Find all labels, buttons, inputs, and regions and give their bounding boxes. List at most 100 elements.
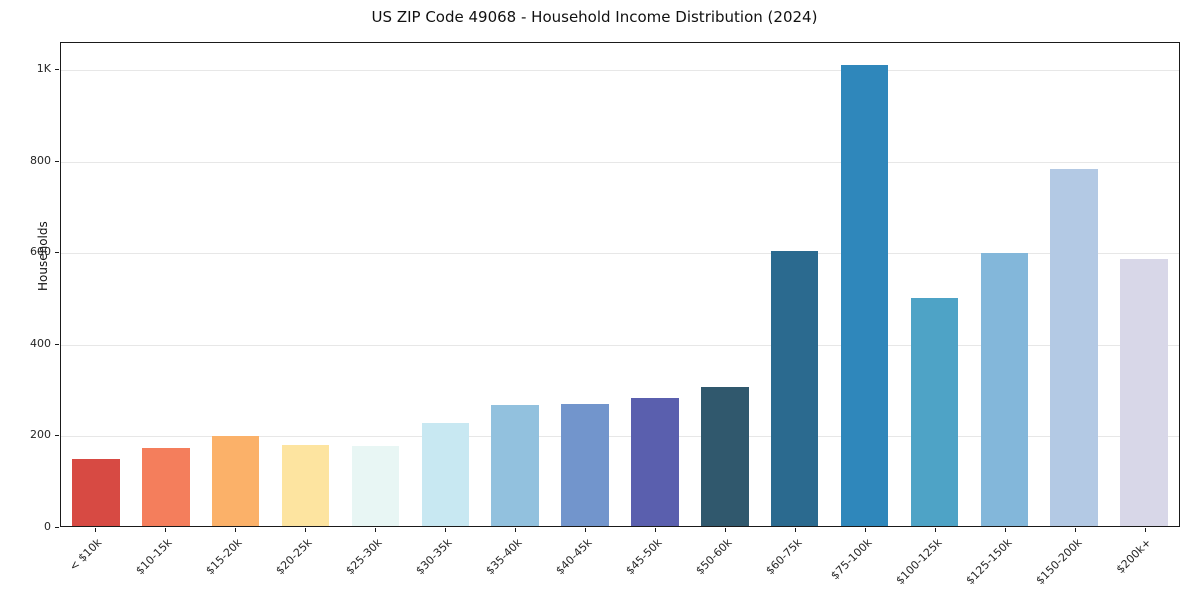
bar--30-35k <box>421 422 470 526</box>
x-tick-label: $100-125k <box>893 536 945 588</box>
y-tick-mark <box>55 252 59 254</box>
bar-slot <box>900 43 970 526</box>
x-tick-mark <box>165 528 166 532</box>
bar-slot <box>620 43 690 526</box>
x-tick-label: $125-150k <box>963 536 1015 588</box>
bar--25-30k <box>351 445 400 526</box>
x-tick-label: $35-40k <box>482 536 525 578</box>
x-tick-label: $200k+ <box>1114 536 1155 577</box>
bar--125-150k <box>980 252 1029 526</box>
y-tick-label: 800 <box>30 153 51 167</box>
x-label-slot: $30-35k <box>410 533 480 589</box>
gridline <box>61 253 1179 255</box>
bar-slot <box>1039 43 1109 526</box>
bar-slot <box>550 43 620 526</box>
x-tick-mark <box>375 528 376 532</box>
x-label-slot: $60-75k <box>760 533 830 589</box>
bar-slot <box>969 43 1039 526</box>
bar--10-15k <box>142 448 190 526</box>
bar-slot <box>410 43 480 526</box>
y-tick-mark <box>55 527 59 528</box>
x-tick-label: $75-100k <box>827 536 875 583</box>
bar-slot <box>201 43 271 526</box>
x-label-slot: $125-150k <box>963 533 1040 589</box>
bar--40-45k <box>561 404 609 526</box>
x-label-slot: $50-60k <box>690 533 760 589</box>
bar--45-50k <box>631 397 679 526</box>
x-tick-label: $40-45k <box>552 536 595 578</box>
y-tick-label: 600 <box>30 245 51 259</box>
plot-area <box>60 42 1180 527</box>
x-label-slot: $10-15k <box>130 533 200 589</box>
x-tick-label: $10-15k <box>132 536 175 578</box>
bar-slot <box>61 43 131 526</box>
y-tick-mark <box>55 69 59 71</box>
x-label-slot: $15-20k <box>200 533 270 589</box>
y-tick-label: 400 <box>30 336 51 350</box>
y-tick-label: 0 <box>44 520 51 533</box>
x-axis-ticks <box>60 527 1180 533</box>
x-tick-mark <box>725 528 726 532</box>
bar-slot <box>1109 43 1179 526</box>
x-label-slot: $150-200k <box>1033 533 1110 589</box>
bar-slot <box>480 43 550 526</box>
x-tick-mark <box>1145 528 1146 532</box>
bar-slot <box>271 43 341 526</box>
y-tick-label: 1K <box>36 62 51 76</box>
bar-slot <box>830 43 900 526</box>
x-tick-mark <box>655 528 656 532</box>
gridline <box>61 344 1179 346</box>
bar-slot <box>690 43 760 526</box>
x-label-slot: $200k+ <box>1110 533 1180 589</box>
bar--15-20k <box>211 436 260 526</box>
x-tick-mark <box>1005 528 1006 532</box>
x-tick-label: $25-30k <box>342 536 385 578</box>
x-tick-mark <box>445 528 446 532</box>
bar--200k- <box>1120 258 1168 526</box>
x-tick-label: $60-75k <box>762 536 805 578</box>
x-tick-mark <box>235 528 236 532</box>
x-label-slot: $45-50k <box>620 533 690 589</box>
x-label-slot: $25-30k <box>340 533 410 589</box>
bar-slot <box>341 43 411 526</box>
y-tick-mark <box>55 160 59 162</box>
x-label-slot: $20-25k <box>270 533 340 589</box>
bar--10k <box>72 458 120 526</box>
bar-slot <box>131 43 201 526</box>
x-tick-mark <box>585 528 586 532</box>
x-tick-label: < $10k <box>66 536 105 574</box>
x-label-slot: $35-40k <box>480 533 550 589</box>
bar--60-75k <box>770 250 819 526</box>
gridline <box>61 70 1179 72</box>
bar-slot <box>760 43 830 526</box>
x-label-slot: $40-45k <box>550 533 620 589</box>
gridline <box>61 161 1179 163</box>
bar--35-40k <box>491 405 539 526</box>
bar--50-60k <box>701 386 749 526</box>
y-tick-mark <box>55 343 59 345</box>
x-label-slot: $100-125k <box>893 533 970 589</box>
x-tick-mark <box>865 528 866 532</box>
x-tick-label: $50-60k <box>692 536 735 578</box>
x-axis-labels: < $10k $10-15k $15-20k $20-25k $25-30k $30-35… <box>60 533 1180 589</box>
x-tick-mark <box>1075 528 1076 532</box>
y-tick-mark <box>55 435 59 437</box>
bar--100-125k <box>910 298 959 526</box>
bar--75-100k <box>840 64 889 526</box>
x-tick-mark <box>95 528 96 532</box>
x-tick-label: $20-25k <box>272 536 315 578</box>
x-tick-mark <box>305 528 306 532</box>
x-tick-mark <box>515 528 516 532</box>
x-tick-label: $150-200k <box>1033 536 1085 588</box>
bars-container <box>61 43 1179 526</box>
x-tick-mark <box>935 528 936 532</box>
x-tick-label: $15-20k <box>202 536 245 578</box>
chart-title: US ZIP Code 49068 - Household Income Dis… <box>371 8 818 26</box>
x-tick-label: $30-35k <box>412 536 455 578</box>
x-label-slot: < $10k <box>60 533 130 589</box>
x-tick-label: $45-50k <box>622 536 665 578</box>
bar--20-25k <box>281 444 330 526</box>
bar--150-200k <box>1050 168 1098 526</box>
x-label-slot: $75-100k <box>827 533 900 589</box>
